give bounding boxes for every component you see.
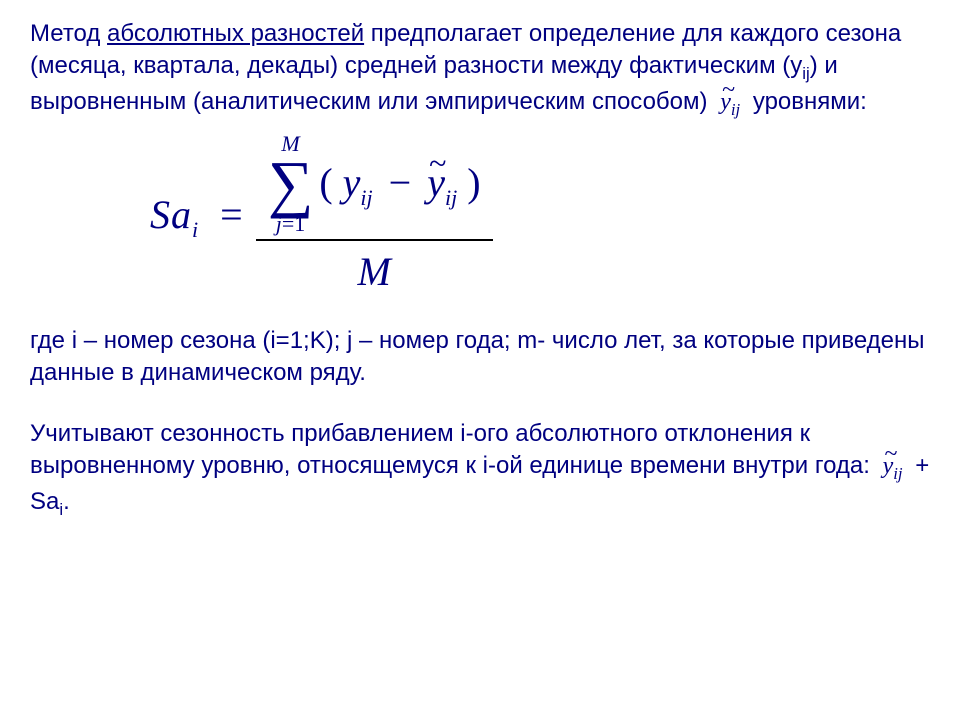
p1-pre: Метод — [30, 20, 107, 47]
p3-dot: . — [63, 488, 70, 515]
p1-levels: уровнями: — [753, 88, 867, 115]
p1-underline: абсолютных разностей — [107, 20, 364, 47]
eq-denominator: M — [256, 239, 493, 303]
paragraph-3: Учитывают сезонность прибавлением i-ого … — [30, 418, 930, 521]
eq-difference: ( yij − yij ) — [319, 156, 480, 213]
p1-ytilde: yij — [720, 89, 740, 115]
p3-text: Учитывают сезонность прибавлением i-ого … — [30, 420, 877, 479]
paragraph-2: где i – номер сезона (i=1;K); j – номер … — [30, 325, 930, 390]
paragraph-1: Метод абсолютных разностей предполагает … — [30, 18, 930, 121]
eq-fraction: M ∑ j=1 ( yij − yij ) M — [262, 129, 487, 303]
p1-sub1: ij — [802, 64, 809, 83]
p3-ytilde: yij — [883, 453, 903, 479]
summation-symbol: M ∑ j=1 — [268, 133, 314, 235]
eq-lhs: Sai = — [150, 188, 244, 245]
equation-block: Sai = M ∑ j=1 ( yij − yij ) — [150, 129, 930, 303]
